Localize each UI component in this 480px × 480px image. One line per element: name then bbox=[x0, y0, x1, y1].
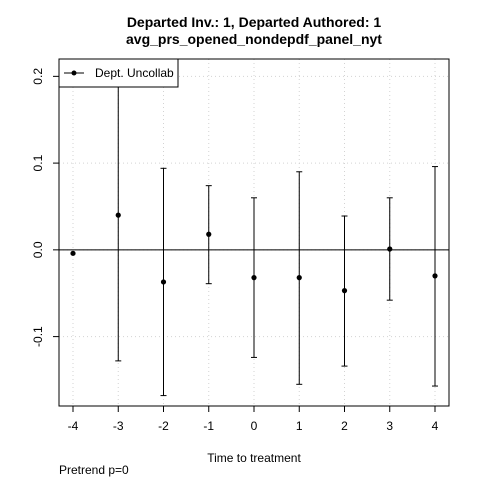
x-axis-label: Time to treatment bbox=[207, 451, 301, 465]
x-tick-label: -3 bbox=[113, 419, 124, 433]
data-point bbox=[341, 288, 348, 294]
x-tick-label: 1 bbox=[296, 419, 303, 433]
chart-title: Departed Inv.: 1, Departed Authored: 1 bbox=[127, 14, 382, 30]
data-point bbox=[115, 212, 121, 218]
data-point bbox=[206, 231, 212, 237]
y-tick-label: 0.2 bbox=[31, 68, 45, 85]
x-tick-label: -1 bbox=[203, 419, 214, 433]
legend-label: Dept. Uncollab bbox=[95, 66, 174, 80]
x-tick-label: 4 bbox=[432, 419, 439, 433]
x-tick-label: 0 bbox=[251, 419, 258, 433]
y-tick-label: 0.1 bbox=[31, 154, 45, 171]
footnote: Pretrend p=0 bbox=[59, 463, 129, 477]
legend-marker bbox=[71, 70, 77, 76]
data-points bbox=[70, 212, 438, 294]
x-tick-label: -2 bbox=[158, 419, 169, 433]
chart-subtitle: avg_prs_opened_nondepdf_panel_nyt bbox=[126, 31, 382, 47]
y-axis: -0.1 0.0 0.1 0.2 bbox=[31, 68, 59, 347]
y-tick-label: 0.0 bbox=[31, 241, 45, 258]
y-tick-label: -0.1 bbox=[31, 326, 45, 347]
data-point bbox=[296, 275, 302, 281]
x-axis: -4 -3 -2 -1 0 1 2 3 4 bbox=[68, 406, 439, 433]
legend: Dept. Uncollab bbox=[58, 58, 179, 88]
data-point bbox=[387, 246, 393, 252]
data-point bbox=[70, 250, 76, 256]
data-point bbox=[432, 273, 438, 279]
data-point bbox=[251, 275, 257, 281]
data-point bbox=[160, 279, 167, 285]
x-tick-label: 2 bbox=[341, 419, 348, 433]
x-tick-label: -4 bbox=[68, 419, 79, 433]
x-tick-label: 3 bbox=[386, 419, 393, 433]
